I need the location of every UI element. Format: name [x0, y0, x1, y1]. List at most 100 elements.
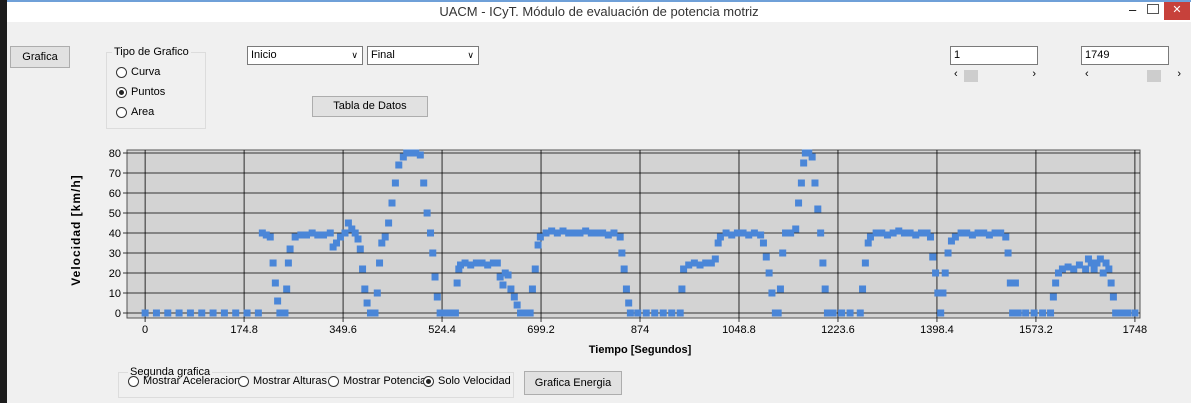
- x-tick-label: 1223.6: [821, 324, 855, 336]
- start-select[interactable]: Inicio ∨: [247, 46, 363, 65]
- point: [333, 239, 341, 247]
- point: [866, 233, 874, 241]
- minimize-button[interactable]: –: [1129, 2, 1137, 17]
- radio-button[interactable]: [116, 107, 127, 118]
- point: [917, 229, 925, 237]
- point: [359, 265, 367, 273]
- point: [423, 209, 431, 217]
- radio-label: Area: [131, 106, 155, 118]
- point: [593, 229, 601, 237]
- point: [745, 231, 753, 239]
- point: [356, 245, 364, 253]
- point: [354, 235, 362, 243]
- point: [616, 233, 624, 241]
- start-box[interactable]: 1: [950, 46, 1038, 65]
- point: [696, 261, 704, 269]
- point: [528, 285, 536, 293]
- point: [373, 289, 381, 297]
- point: [553, 229, 561, 237]
- point: [243, 309, 251, 317]
- point: [1102, 259, 1110, 267]
- point: [1002, 233, 1010, 241]
- point: [947, 237, 955, 245]
- point: [542, 229, 550, 237]
- point: [220, 309, 228, 317]
- point: [1054, 269, 1062, 277]
- radio-button[interactable]: [116, 87, 127, 98]
- point: [496, 273, 504, 281]
- point: [722, 229, 730, 237]
- x-tick-label: 1048.8: [722, 324, 756, 336]
- start-scrollbar[interactable]: ‹ ›: [954, 68, 1036, 82]
- x-tick-label: 0: [142, 324, 148, 336]
- point: [1011, 279, 1019, 287]
- grafica-button[interactable]: Grafica: [10, 46, 70, 68]
- point: [932, 269, 940, 277]
- point: [385, 219, 393, 227]
- group-label: Tipo de Grafico: [112, 46, 191, 58]
- point: [642, 309, 650, 317]
- point: [198, 309, 206, 317]
- point: [378, 239, 386, 247]
- point: [457, 261, 465, 269]
- point: [762, 253, 770, 261]
- point: [453, 279, 461, 287]
- point: [429, 249, 437, 257]
- radio-button[interactable]: [116, 67, 127, 78]
- point: [281, 309, 289, 317]
- end-scrollbar[interactable]: ‹ ›: [1085, 68, 1181, 82]
- point: [985, 231, 993, 239]
- window-title: UACM - ICyT. Módulo de evaluación de pot…: [439, 4, 759, 19]
- point: [714, 239, 722, 247]
- point: [276, 309, 284, 317]
- point: [441, 309, 449, 317]
- point: [1118, 309, 1126, 317]
- x-tick-label: 1573.2: [1019, 324, 1053, 336]
- second-chart-group: [118, 372, 514, 398]
- table-button[interactable]: Tabla de Datos: [312, 96, 428, 117]
- end-select[interactable]: Final ∨: [367, 46, 479, 65]
- point: [821, 285, 829, 293]
- point: [478, 259, 486, 267]
- point: [676, 309, 684, 317]
- radio-button[interactable]: [128, 376, 139, 387]
- radio-button[interactable]: [423, 376, 434, 387]
- radio-button[interactable]: [238, 376, 249, 387]
- point: [587, 229, 595, 237]
- point: [1049, 293, 1057, 301]
- point: [808, 153, 816, 161]
- point: [416, 151, 424, 159]
- point: [351, 229, 359, 237]
- point: [412, 149, 420, 157]
- point: [926, 233, 934, 241]
- point: [728, 231, 736, 239]
- point: [856, 309, 864, 317]
- point: [484, 261, 492, 269]
- point: [209, 309, 217, 317]
- close-button[interactable]: ✕: [1164, 2, 1190, 20]
- point: [269, 259, 277, 267]
- radio-button[interactable]: [328, 376, 339, 387]
- point: [348, 225, 356, 233]
- point: [774, 309, 782, 317]
- restore-button[interactable]: [1147, 4, 1159, 14]
- x-tick-label: 524.4: [428, 324, 456, 336]
- point: [759, 239, 767, 247]
- point: [536, 233, 544, 241]
- y-tick-label: 40: [109, 228, 121, 240]
- point: [997, 229, 1005, 237]
- point: [1112, 309, 1120, 317]
- point: [610, 229, 618, 237]
- y-axis-label: Velocidad [km/h]: [69, 174, 83, 285]
- point: [175, 309, 183, 317]
- point: [1039, 309, 1047, 317]
- energy-button[interactable]: Grafica Energia: [524, 371, 622, 395]
- point: [363, 299, 371, 307]
- point: [164, 309, 172, 317]
- end-box[interactable]: 1749: [1081, 46, 1169, 65]
- select-text: Inicio: [251, 49, 277, 61]
- point: [792, 225, 800, 233]
- point: [326, 229, 334, 237]
- point: [1004, 249, 1012, 257]
- point: [507, 285, 515, 293]
